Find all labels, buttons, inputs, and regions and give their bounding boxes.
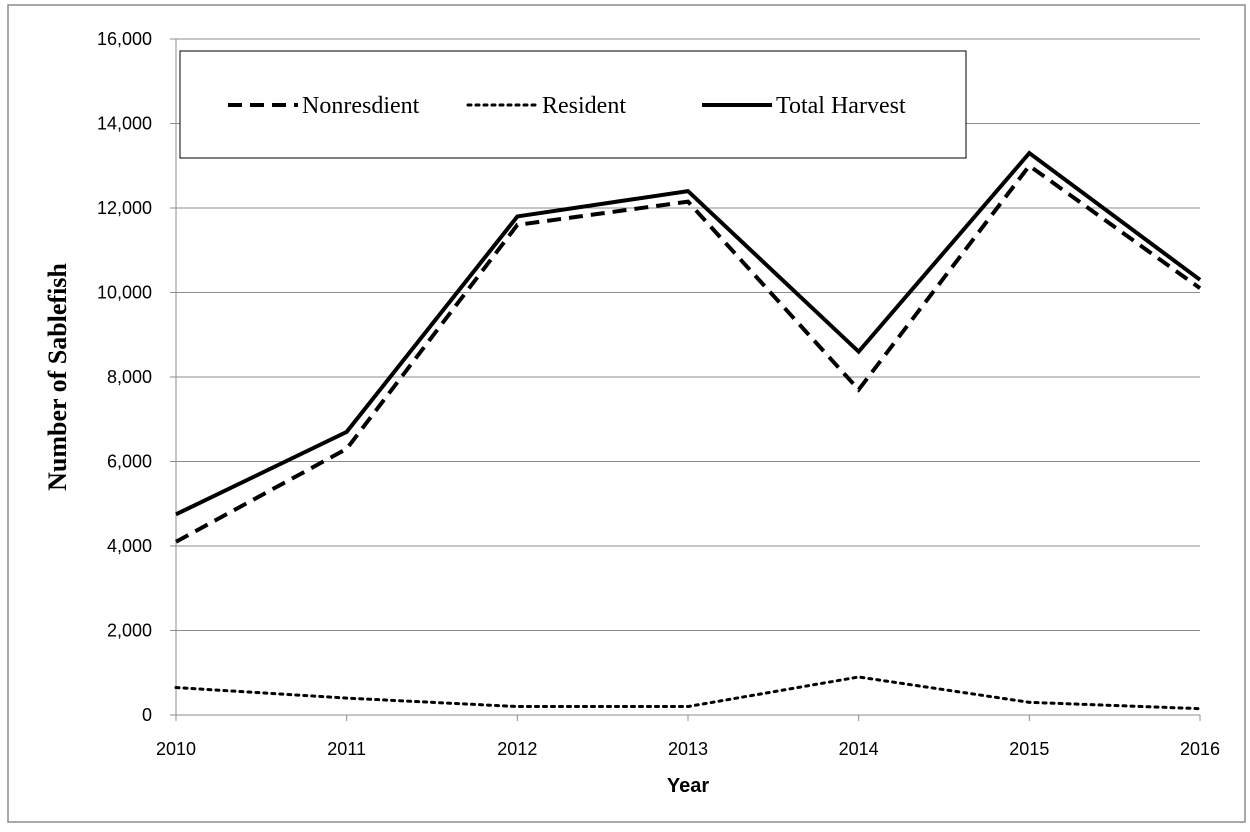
series-line-resident xyxy=(174,675,1202,711)
y-tick-label: 12,000 xyxy=(97,198,152,218)
y-tick-label: 2,000 xyxy=(107,621,152,641)
y-tick-label: 16,000 xyxy=(97,29,152,49)
axes: 0 2,000 4,000 6,000 8,000 10,000 12,000 14,000 1… xyxy=(97,29,1220,759)
legend-label-resident: Resident xyxy=(542,93,626,119)
y-tick-label: 14,000 xyxy=(97,114,152,134)
legend: Nonresdient Resident Total Harvest xyxy=(179,50,967,159)
x-tick-label: 2011 xyxy=(327,739,366,759)
y-tick-label: 10,000 xyxy=(97,283,152,303)
gridlines xyxy=(176,38,1200,631)
y-tick-label: 4,000 xyxy=(107,536,152,556)
series-line-nonresdient xyxy=(175,162,1202,544)
legend-label-total-harvest: Total Harvest xyxy=(776,93,906,119)
x-tick-label: 2013 xyxy=(668,739,708,759)
x-tick-label: 2010 xyxy=(156,739,196,759)
x-axis-title: Year xyxy=(667,775,709,797)
y-tick-label: 8,000 xyxy=(107,367,152,387)
series-line-total-harvest xyxy=(175,150,1202,517)
x-tick-label: 2012 xyxy=(497,739,537,759)
y-axis-title: Number of Sablefish xyxy=(43,263,72,491)
y-tick-label: 6,000 xyxy=(107,452,152,472)
x-tick-label: 2014 xyxy=(839,739,879,759)
legend-label-nonresdient: Nonresdient xyxy=(302,93,420,119)
x-tick-label: 2016 xyxy=(1180,739,1220,759)
legend-box xyxy=(179,50,967,159)
series-lines xyxy=(174,150,1202,711)
y-tick-label: 0 xyxy=(142,705,152,725)
x-tick-label: 2015 xyxy=(1009,739,1049,759)
